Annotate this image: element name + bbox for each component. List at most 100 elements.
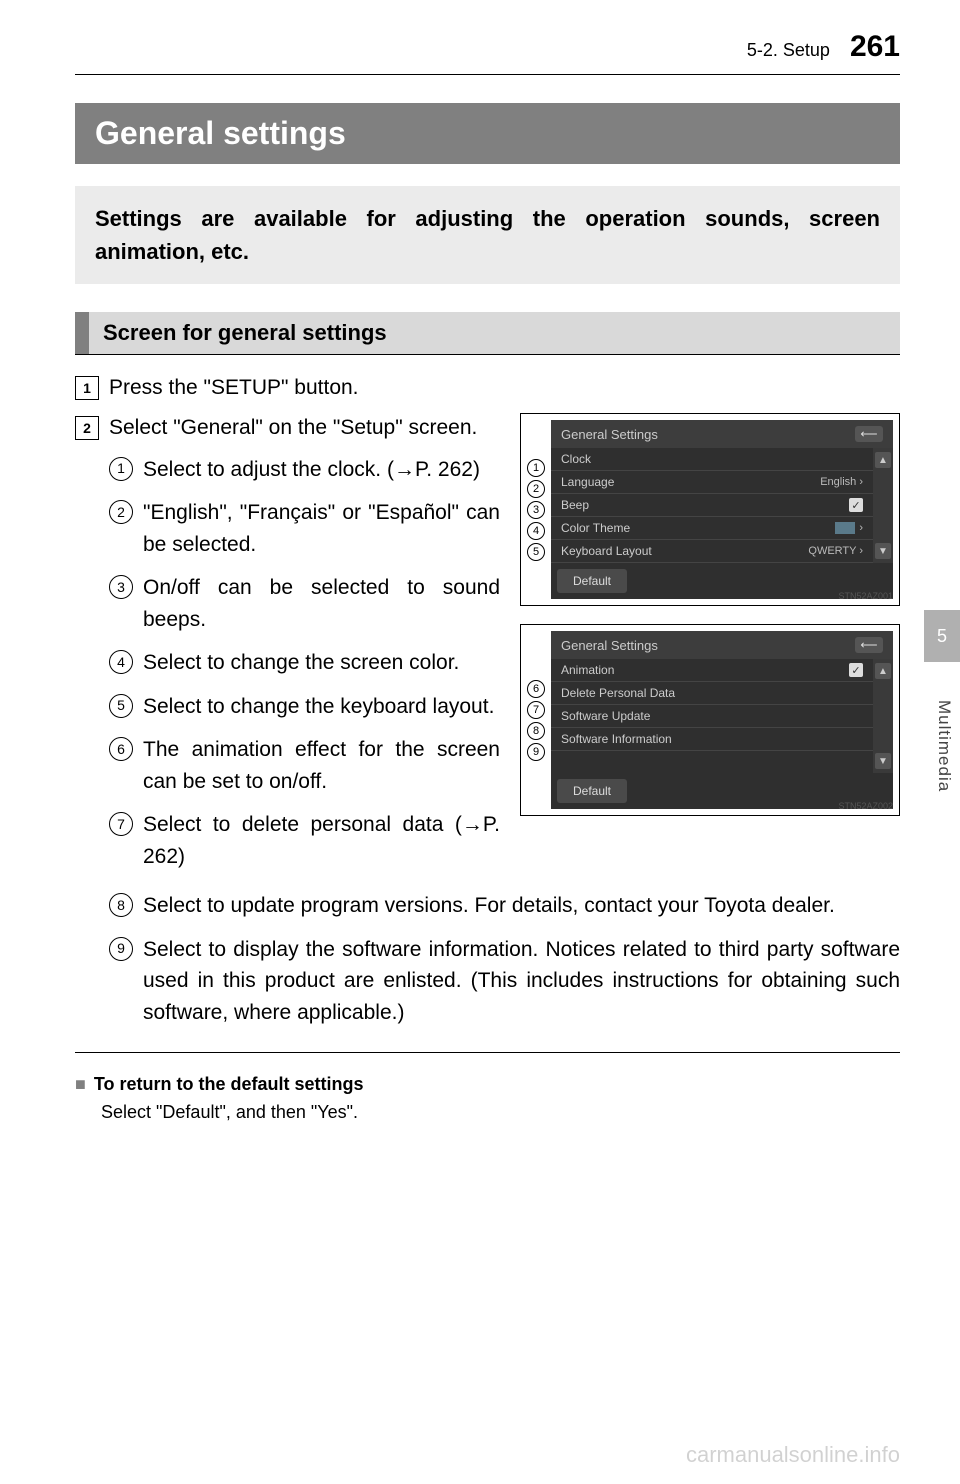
setting-row-keyboard[interactable]: Keyboard Layout QWERTY › — [551, 540, 873, 563]
circled-number-icon: 5 — [109, 694, 133, 718]
callout-icon: 8 — [527, 722, 545, 740]
device-title: General Settings — [561, 638, 658, 653]
step-text: Press the "SETUP" button. — [109, 373, 359, 403]
setting-label: Keyboard Layout — [561, 544, 652, 558]
back-icon[interactable]: ⟵ — [855, 426, 883, 442]
setting-row-clock[interactable]: Clock — [551, 448, 873, 471]
item-4: 4 Select to change the screen color. — [109, 647, 500, 679]
circled-number-icon: 3 — [109, 575, 133, 599]
setting-label: Beep — [561, 498, 589, 512]
scrollbar[interactable]: ▲ ▼ — [873, 659, 893, 773]
subhead-accent — [75, 312, 89, 354]
default-button[interactable]: Default — [557, 779, 627, 803]
setting-label: Language — [561, 475, 614, 489]
figure-1: 1 2 3 4 5 General Settings ⟵ — [520, 413, 900, 606]
callout-icon: 7 — [527, 701, 545, 719]
circled-number-icon: 6 — [109, 737, 133, 761]
setting-row-color-theme[interactable]: Color Theme › — [551, 517, 873, 540]
subheading: Screen for general settings — [75, 312, 900, 355]
device-title: General Settings — [561, 427, 658, 442]
circled-number-icon: 4 — [109, 650, 133, 674]
scroll-up-icon[interactable]: ▲ — [875, 663, 891, 679]
item-text: On/off can be selected to sound beeps. — [143, 572, 500, 635]
item-text: The animation effect for the screen can … — [143, 734, 500, 797]
callout-icon: 1 — [527, 459, 545, 477]
chapter-label: Multimedia — [934, 700, 954, 792]
item-3: 3 On/off can be selected to sound beeps. — [109, 572, 500, 635]
circled-number-icon: 1 — [109, 457, 133, 481]
item-text: Select to adjust the clock. (→P. 262) — [143, 454, 480, 486]
figure-id: STN52AZ001 — [838, 591, 893, 601]
item-text: "English", "Français" or "Español" can b… — [143, 497, 500, 560]
watermark: carmanualsonline.info — [686, 1442, 900, 1468]
callout-icon: 3 — [527, 501, 545, 519]
note-title: To return to the default settings — [94, 1071, 364, 1098]
setting-label: Software Update — [561, 709, 650, 723]
setting-row-software-update[interactable]: Software Update — [551, 705, 873, 728]
page-header: 5-2. Setup 261 — [75, 30, 900, 64]
setting-value: QWERTY › — [808, 545, 863, 557]
setting-row-software-info[interactable]: Software Information — [551, 728, 873, 751]
setting-label: Software Information — [561, 732, 672, 746]
section-label: 5-2. Setup — [747, 40, 830, 61]
item-9: 9 Select to display the software informa… — [109, 934, 900, 1029]
scroll-down-icon[interactable]: ▼ — [875, 543, 891, 559]
setting-row-empty — [551, 751, 873, 773]
callout-icon: 9 — [527, 743, 545, 761]
callout-icon: 6 — [527, 680, 545, 698]
item-7: 7 Select to delete personal data (→P. 26… — [109, 809, 500, 872]
note-body: Select "Default", and then "Yes". — [101, 1102, 900, 1123]
scroll-down-icon[interactable]: ▼ — [875, 753, 891, 769]
callout-icon: 4 — [527, 522, 545, 540]
item-2: 2 "English", "Français" or "Español" can… — [109, 497, 500, 560]
item-text: Select to delete personal data (→P. 262) — [143, 809, 500, 872]
setting-label: Clock — [561, 452, 591, 466]
item-5: 5 Select to change the keyboard layout. — [109, 691, 500, 723]
item-1: 1 Select to adjust the clock. (→P. 262) — [109, 454, 500, 486]
step-2: 2 Select "General" on the "Setup" screen… — [75, 413, 500, 443]
item-6: 6 The animation effect for the screen ca… — [109, 734, 500, 797]
intro-text: Settings are available for adjusting the… — [75, 186, 900, 284]
circled-number-icon: 9 — [109, 937, 133, 961]
page-title: General settings — [75, 103, 900, 164]
chapter-tab: 5 — [924, 610, 960, 662]
device-titlebar: General Settings ⟵ — [551, 631, 893, 659]
item-text: Select to display the software informati… — [143, 934, 900, 1029]
setting-label: Color Theme — [561, 521, 630, 535]
callout-icon: 5 — [527, 543, 545, 561]
step-text: Select "General" on the "Setup" screen. — [109, 413, 477, 443]
setting-row-delete-data[interactable]: Delete Personal Data — [551, 682, 873, 705]
item-text: Select to update program versions. For d… — [143, 890, 835, 922]
item-8: 8 Select to update program versions. For… — [109, 890, 900, 922]
back-icon[interactable]: ⟵ — [855, 637, 883, 653]
step-1: 1 Press the "SETUP" button. — [75, 373, 900, 403]
setting-label: Animation — [561, 663, 614, 677]
figure-id: STN52AZ002 — [838, 801, 893, 811]
setting-value: › — [859, 522, 863, 534]
item-text: Select to change the screen color. — [143, 647, 459, 679]
figure-2: 6 7 8 9 General Settings ⟵ — [520, 624, 900, 816]
setting-row-animation[interactable]: Animation ✓ — [551, 659, 873, 682]
color-swatch-icon — [835, 522, 855, 534]
separator-rule — [75, 1052, 900, 1053]
step-number-icon: 1 — [75, 376, 99, 400]
setting-row-beep[interactable]: Beep ✓ — [551, 494, 873, 517]
subhead-text: Screen for general settings — [89, 312, 900, 354]
circled-number-icon: 2 — [109, 500, 133, 524]
checkbox-icon[interactable]: ✓ — [849, 498, 863, 512]
header-rule — [75, 74, 900, 75]
callout-icon: 2 — [527, 480, 545, 498]
item-text: Select to change the keyboard layout. — [143, 691, 494, 723]
setting-label: Delete Personal Data — [561, 686, 675, 700]
checkbox-icon[interactable]: ✓ — [849, 663, 863, 677]
default-button[interactable]: Default — [557, 569, 627, 593]
scrollbar[interactable]: ▲ ▼ — [873, 448, 893, 563]
step-number-icon: 2 — [75, 416, 99, 440]
circled-number-icon: 8 — [109, 893, 133, 917]
device-titlebar: General Settings ⟵ — [551, 420, 893, 448]
scroll-up-icon[interactable]: ▲ — [875, 452, 891, 468]
setting-row-language[interactable]: Language English › — [551, 471, 873, 494]
note-marker-icon: ■ — [75, 1071, 86, 1098]
circled-number-icon: 7 — [109, 812, 133, 836]
setting-value: English › — [820, 476, 863, 488]
